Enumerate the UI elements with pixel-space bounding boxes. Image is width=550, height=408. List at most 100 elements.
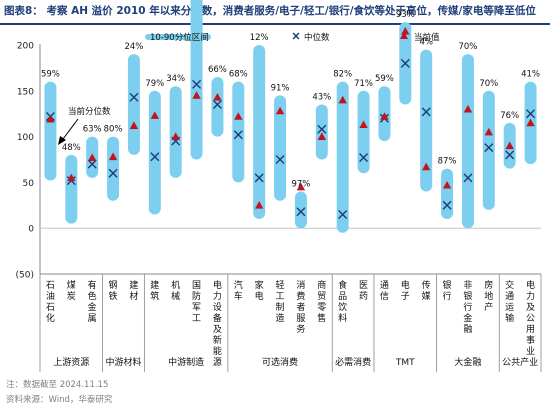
- x-category-char: 房: [484, 279, 493, 291]
- x-category-char: 电: [255, 290, 264, 302]
- current-marker-5: [150, 111, 160, 119]
- percentile-label-23: 41%: [521, 70, 540, 80]
- range-band-9: [232, 81, 245, 183]
- median-marker-19: [442, 200, 452, 210]
- x-category-char: 交: [505, 279, 514, 291]
- y-tick-label: (50): [16, 271, 34, 281]
- x-category-label-3: 钢铁: [109, 279, 118, 302]
- current-marker-9: [234, 112, 243, 120]
- range-band-10: [253, 45, 266, 220]
- x-category-char: 石: [46, 303, 55, 313]
- x-category-char: 色: [88, 290, 97, 302]
- range-band-11: [274, 95, 287, 201]
- x-category-char: 金: [463, 312, 472, 324]
- x-category-char: 服: [296, 313, 305, 324]
- x-category-char: 械: [171, 290, 180, 302]
- current-marker-4: [129, 121, 139, 129]
- median-marker-5: [150, 152, 160, 162]
- group-label-2: 中游制造: [168, 356, 204, 368]
- percentile-label-17: 93%: [396, 10, 415, 20]
- x-category-char: 事: [526, 334, 535, 346]
- x-category-char: 铁: [109, 290, 118, 302]
- current-marker-6: [171, 132, 180, 140]
- x-category-char: 防: [192, 290, 201, 302]
- y-tick-label: 150: [17, 87, 34, 97]
- x-category-char: 电: [401, 279, 410, 291]
- x-category-label-4: 建材: [129, 279, 138, 302]
- current-marker-21: [484, 127, 494, 136]
- percentile-label-5: 79%: [145, 79, 164, 89]
- y-tick-label: 200: [17, 42, 34, 52]
- range-band-0: [44, 81, 57, 181]
- footnote: 注：数据截至 2024.11.15: [6, 380, 109, 390]
- x-category-char: 造: [276, 312, 285, 324]
- median-marker-17: [400, 58, 410, 68]
- range-band-13: [315, 104, 328, 160]
- median-marker-11: [275, 155, 285, 164]
- range-band-20: [461, 54, 474, 229]
- x-category-label-9: 汽车: [234, 279, 243, 302]
- x-category-char: 能: [213, 345, 222, 357]
- x-category-char: 药: [359, 291, 368, 302]
- x-category-label-10: 家电: [255, 279, 264, 302]
- x-category-char: 银: [443, 279, 452, 291]
- current-marker-19: [442, 180, 452, 189]
- x-category-char: 有: [88, 279, 97, 291]
- range-band-6: [169, 86, 182, 178]
- percentile-label-16: 59%: [375, 74, 394, 84]
- range-band-7: [190, 0, 203, 160]
- median-marker-7: [192, 79, 202, 89]
- median-marker-3: [108, 168, 118, 178]
- current-marker-17: [401, 27, 410, 35]
- x-category-char: 建: [129, 279, 138, 291]
- percentile-label-4: 24%: [124, 42, 143, 52]
- x-category-char: 运: [505, 302, 514, 313]
- x-category-label-12: 消费者服务: [296, 279, 305, 335]
- legend-median-swatch: [292, 32, 300, 40]
- x-category-char: 源: [213, 357, 222, 368]
- x-category-char: 者: [296, 302, 305, 313]
- x-category-char: 军: [192, 302, 201, 313]
- x-category-char: 电: [526, 279, 535, 291]
- range-band-14: [336, 81, 349, 233]
- x-category-char: 费: [296, 290, 305, 302]
- range-band-15: [357, 90, 370, 174]
- x-category-char: 煤: [67, 279, 76, 291]
- x-category-label-7: 国防军工: [192, 280, 201, 324]
- percentile-label-11: 91%: [271, 83, 290, 93]
- x-category-char: 融: [463, 324, 472, 335]
- range-band-1: [65, 154, 78, 224]
- x-category-char: 行: [463, 301, 472, 313]
- percentile-label-0: 59%: [41, 70, 60, 80]
- group-label-0: 上游资源: [53, 356, 89, 368]
- current-marker-0: [46, 114, 55, 123]
- current-marker-3: [108, 152, 118, 161]
- x-category-char: 工: [192, 314, 201, 324]
- x-category-char: 媒: [422, 291, 431, 302]
- current-marker-18: [421, 162, 431, 171]
- x-category-label-17: 电子: [401, 279, 410, 302]
- x-category-label-8: 电力设备及新能源: [213, 279, 222, 368]
- group-label-4: 必需消费: [335, 356, 371, 368]
- y-tick-label: 50: [23, 179, 35, 189]
- x-category-char: 车: [234, 290, 243, 302]
- median-marker-21: [484, 143, 494, 153]
- median-marker-2: [87, 159, 97, 169]
- range-band-18: [420, 49, 433, 192]
- group-label-5: TMT: [395, 358, 415, 368]
- range-band-4: [127, 54, 140, 155]
- annotation-arrow-line: [62, 118, 79, 140]
- current-marker-13: [317, 132, 327, 140]
- x-category-char: 用: [526, 324, 535, 335]
- median-marker-14: [338, 209, 348, 219]
- range-band-12: [294, 191, 307, 229]
- x-category-char: 化: [46, 312, 55, 324]
- x-category-char: 信: [380, 290, 389, 302]
- x-category-char: 石: [46, 281, 55, 291]
- x-category-char: 金: [88, 301, 97, 313]
- median-marker-15: [359, 153, 369, 163]
- percentile-label-10: 12%: [250, 33, 269, 43]
- x-category-char: 力: [213, 290, 222, 302]
- x-category-label-18: 传媒: [422, 279, 431, 302]
